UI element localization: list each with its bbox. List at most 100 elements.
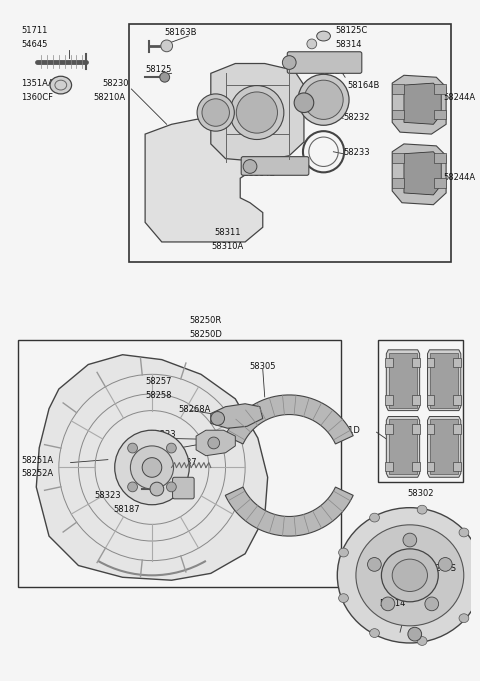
- Circle shape: [403, 533, 417, 547]
- Text: 58125C: 58125C: [336, 27, 368, 35]
- Bar: [389, 419, 417, 475]
- Ellipse shape: [459, 614, 469, 622]
- Bar: [392, 153, 404, 163]
- Polygon shape: [225, 487, 353, 536]
- Text: 58251A: 58251A: [22, 456, 54, 464]
- Bar: [453, 358, 461, 368]
- Circle shape: [381, 597, 395, 611]
- Ellipse shape: [298, 74, 349, 125]
- Polygon shape: [392, 144, 446, 205]
- Text: 58310A: 58310A: [211, 242, 243, 251]
- Circle shape: [167, 482, 176, 492]
- Text: 58164B: 58164B: [347, 81, 380, 90]
- Text: 58187: 58187: [170, 458, 197, 466]
- FancyBboxPatch shape: [476, 530, 480, 618]
- Text: 58230: 58230: [102, 79, 129, 89]
- Bar: [434, 178, 446, 188]
- Bar: [385, 395, 393, 405]
- Circle shape: [438, 558, 452, 571]
- Text: 58255B: 58255B: [135, 444, 168, 453]
- Text: 58125F: 58125F: [314, 54, 345, 63]
- Ellipse shape: [294, 93, 314, 112]
- Text: 58268A: 58268A: [179, 405, 211, 414]
- Circle shape: [142, 458, 162, 477]
- Polygon shape: [211, 63, 304, 161]
- Text: 58323: 58323: [149, 430, 176, 439]
- Text: 58311: 58311: [214, 228, 241, 237]
- Bar: [412, 462, 420, 471]
- Text: 25649: 25649: [147, 491, 173, 500]
- Polygon shape: [36, 355, 268, 580]
- Bar: [389, 353, 417, 408]
- Text: 58222: 58222: [243, 156, 270, 165]
- Polygon shape: [386, 417, 420, 477]
- Text: 1220FS: 1220FS: [426, 564, 456, 573]
- Bar: [453, 395, 461, 405]
- Circle shape: [115, 430, 189, 505]
- Bar: [18, 340, 341, 587]
- Polygon shape: [404, 83, 441, 125]
- Ellipse shape: [459, 528, 469, 537]
- Ellipse shape: [202, 99, 229, 126]
- Bar: [431, 419, 458, 475]
- Bar: [412, 424, 420, 434]
- Ellipse shape: [392, 559, 428, 592]
- Text: 58244A: 58244A: [443, 174, 475, 183]
- Bar: [427, 424, 434, 434]
- Bar: [412, 395, 420, 405]
- Bar: [385, 424, 393, 434]
- Circle shape: [368, 558, 381, 571]
- Polygon shape: [196, 430, 235, 456]
- Text: 58187: 58187: [114, 505, 140, 513]
- Text: 58250D: 58250D: [190, 330, 222, 339]
- Bar: [434, 84, 446, 94]
- Text: 58163B: 58163B: [165, 28, 197, 37]
- FancyBboxPatch shape: [288, 52, 362, 74]
- Text: 58233: 58233: [343, 148, 370, 157]
- Circle shape: [128, 443, 137, 453]
- Text: 1351AA: 1351AA: [22, 79, 54, 89]
- Circle shape: [408, 627, 421, 641]
- Text: 58164B: 58164B: [243, 170, 276, 178]
- Bar: [412, 358, 420, 368]
- Ellipse shape: [317, 31, 330, 41]
- Bar: [427, 395, 434, 405]
- Text: 58232: 58232: [343, 112, 370, 121]
- Ellipse shape: [382, 549, 438, 602]
- Circle shape: [425, 597, 439, 611]
- Bar: [378, 340, 463, 482]
- Ellipse shape: [338, 548, 348, 557]
- Text: 58244A: 58244A: [443, 93, 475, 102]
- Ellipse shape: [304, 80, 343, 119]
- Circle shape: [160, 72, 169, 82]
- Ellipse shape: [476, 571, 480, 580]
- Bar: [431, 353, 458, 408]
- Bar: [385, 358, 393, 368]
- Ellipse shape: [197, 94, 234, 131]
- Bar: [392, 178, 404, 188]
- Polygon shape: [428, 417, 461, 477]
- Circle shape: [167, 443, 176, 453]
- Text: 58235B: 58235B: [308, 97, 340, 106]
- Text: 58411D: 58411D: [327, 426, 360, 435]
- Ellipse shape: [370, 629, 380, 637]
- Bar: [434, 153, 446, 163]
- Bar: [427, 462, 434, 471]
- Ellipse shape: [230, 86, 284, 140]
- Circle shape: [208, 437, 220, 449]
- FancyBboxPatch shape: [173, 477, 194, 499]
- Bar: [453, 424, 461, 434]
- Circle shape: [307, 39, 317, 49]
- Ellipse shape: [337, 507, 480, 643]
- Bar: [392, 84, 404, 94]
- Polygon shape: [211, 404, 263, 428]
- Text: 58252A: 58252A: [22, 469, 54, 479]
- FancyBboxPatch shape: [241, 157, 309, 175]
- Ellipse shape: [370, 513, 380, 522]
- Circle shape: [128, 482, 137, 492]
- Bar: [434, 110, 446, 119]
- Bar: [392, 110, 404, 119]
- Text: 58414: 58414: [380, 599, 406, 608]
- Circle shape: [243, 159, 257, 174]
- Polygon shape: [392, 76, 446, 134]
